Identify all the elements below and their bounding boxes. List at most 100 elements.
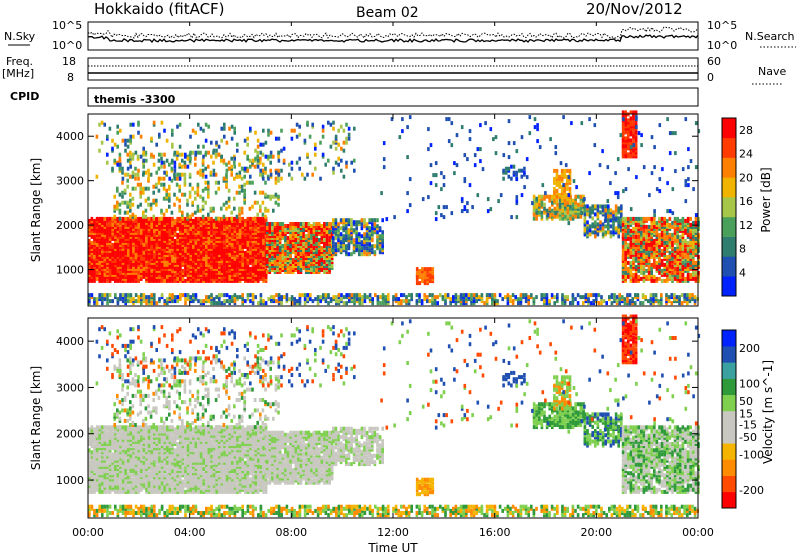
power-cell xyxy=(314,167,317,171)
power-cell xyxy=(275,177,278,181)
power-cell xyxy=(533,297,536,301)
power-cell xyxy=(145,215,148,219)
power-cell xyxy=(148,217,151,221)
power-cell xyxy=(300,264,303,268)
power-cell xyxy=(176,217,179,221)
power-cell xyxy=(587,297,590,301)
power-cell xyxy=(611,293,614,297)
power-cell xyxy=(546,293,549,297)
power-cell xyxy=(673,293,676,297)
power-cell xyxy=(283,159,286,163)
power-cell xyxy=(371,226,374,230)
power-cell xyxy=(343,129,346,133)
power-cell xyxy=(356,297,359,301)
power-cell xyxy=(368,236,371,240)
power-cell xyxy=(111,243,114,247)
power-cell xyxy=(140,293,143,297)
power-cell xyxy=(197,171,200,175)
power-cell xyxy=(137,131,140,135)
power-cell xyxy=(551,209,554,213)
power-cell xyxy=(584,208,587,212)
power-cell xyxy=(553,301,556,305)
power-cell xyxy=(462,299,465,303)
power-cell xyxy=(556,169,559,173)
power-cell xyxy=(643,265,646,269)
power-cell xyxy=(119,129,122,133)
power-cell xyxy=(306,297,309,301)
power-cell xyxy=(158,297,161,301)
power-cell xyxy=(145,199,148,203)
power-cell xyxy=(419,269,422,273)
power-cell xyxy=(630,251,633,255)
power-cell xyxy=(231,299,234,303)
power-cell xyxy=(239,175,242,179)
power-cell xyxy=(137,177,140,181)
power-cell xyxy=(553,187,556,191)
power-cell xyxy=(155,183,158,187)
power-cell xyxy=(607,204,610,208)
power-cell xyxy=(478,295,481,299)
power-cell xyxy=(181,211,184,215)
power-cell xyxy=(233,127,236,131)
power-cell xyxy=(282,222,285,226)
power-cell xyxy=(298,157,301,161)
power-cell xyxy=(457,295,460,299)
power-cell xyxy=(431,297,434,301)
power-cell xyxy=(600,301,603,305)
power-cell xyxy=(340,232,343,236)
power-cell xyxy=(223,135,226,139)
power-cell xyxy=(300,268,303,272)
power-cell xyxy=(106,217,109,221)
power-cell xyxy=(176,125,179,129)
power-cell xyxy=(376,224,379,228)
power-cell xyxy=(309,297,312,301)
power-cell xyxy=(350,218,353,222)
power-cell xyxy=(127,173,130,177)
power-cell xyxy=(145,209,148,213)
power-cell xyxy=(145,301,148,305)
power-cell xyxy=(279,248,282,252)
power-cell xyxy=(296,123,299,127)
power-cell xyxy=(584,204,587,208)
power-cell xyxy=(556,293,559,297)
power-cell xyxy=(147,177,150,181)
power-cell xyxy=(418,299,421,303)
power-cell xyxy=(119,163,122,167)
power-cell xyxy=(207,151,210,155)
power-cell xyxy=(119,293,122,297)
power-cell xyxy=(266,270,269,274)
power-cell xyxy=(210,207,213,211)
power-cell xyxy=(293,301,296,305)
power-cell xyxy=(323,222,326,226)
power-cell xyxy=(142,159,145,163)
power-cell xyxy=(98,217,101,221)
power-cell xyxy=(586,220,589,224)
power-cell xyxy=(689,293,692,297)
power-cell xyxy=(279,254,282,258)
power-cell xyxy=(429,299,432,303)
power-cell xyxy=(199,169,202,173)
power-cell xyxy=(174,295,177,299)
power-cell xyxy=(332,141,335,145)
power-cell xyxy=(98,123,101,127)
power-cell xyxy=(376,238,379,242)
power-cell xyxy=(121,201,124,205)
power-cell xyxy=(376,218,379,222)
power-cell xyxy=(350,252,353,256)
power-cell xyxy=(363,250,366,254)
power-cell xyxy=(559,203,562,207)
power-cell xyxy=(313,246,316,250)
power-cell xyxy=(171,133,174,137)
power-cell xyxy=(225,201,228,205)
power-cell xyxy=(124,217,127,221)
power-cell xyxy=(195,241,198,245)
power-cell xyxy=(122,217,125,221)
power-cell xyxy=(124,139,127,143)
power-cell xyxy=(604,212,607,216)
power-cell xyxy=(639,301,642,305)
power-cell xyxy=(343,141,346,145)
power-cell xyxy=(304,177,307,181)
power-cell xyxy=(670,301,673,305)
power-cell xyxy=(260,293,263,297)
power-cell xyxy=(538,195,541,199)
